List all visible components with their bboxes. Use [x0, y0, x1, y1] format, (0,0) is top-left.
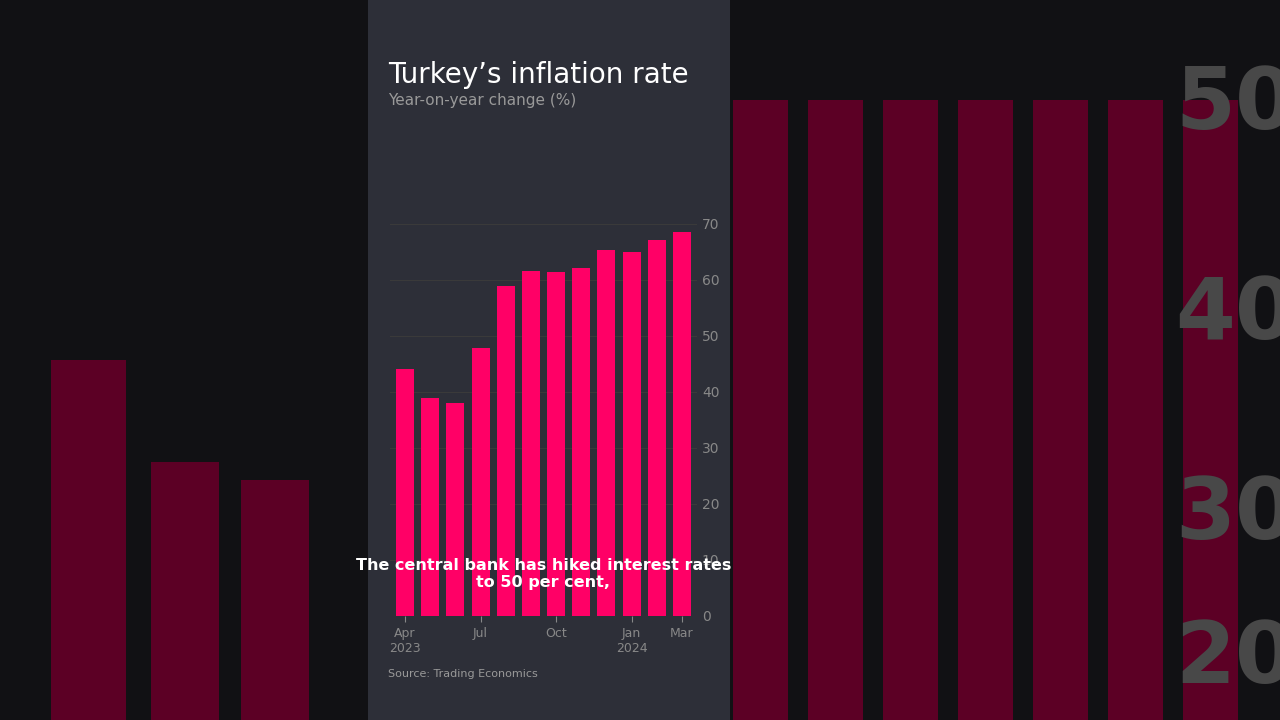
Bar [648, 240, 666, 616]
Bar [151, 462, 219, 720]
Bar [572, 269, 590, 616]
Text: 30: 30 [1175, 474, 1280, 557]
Bar [882, 100, 937, 720]
Text: Source: Trading Economics: Source: Trading Economics [388, 669, 538, 679]
Bar [1107, 100, 1162, 720]
Bar [673, 232, 691, 616]
Bar [421, 397, 439, 616]
Bar [1183, 100, 1238, 720]
Bar [497, 286, 515, 616]
Text: The central bank has hiked interest rates
to 50 per cent,: The central bank has hiked interest rate… [356, 558, 731, 590]
Bar [369, 0, 730, 720]
Bar [732, 100, 787, 720]
Bar [598, 251, 616, 616]
Bar [1033, 100, 1088, 720]
Bar [447, 403, 465, 616]
Bar [622, 251, 640, 616]
Bar [241, 480, 308, 720]
Text: 40: 40 [1175, 274, 1280, 356]
Bar [957, 100, 1012, 720]
Bar [522, 271, 540, 616]
Text: Turkey’s inflation rate: Turkey’s inflation rate [388, 61, 689, 89]
Bar [547, 271, 566, 616]
Text: 50: 50 [1175, 63, 1280, 146]
Bar [50, 360, 125, 720]
Bar [808, 100, 863, 720]
Text: 20: 20 [1175, 618, 1280, 701]
Text: Year-on-year change (%): Year-on-year change (%) [388, 92, 576, 107]
Bar [471, 348, 490, 616]
Bar [396, 369, 415, 616]
